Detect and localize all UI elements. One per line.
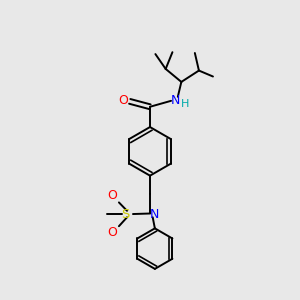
Text: S: S [121,208,129,221]
Text: O: O [107,189,117,202]
Text: N: N [171,94,180,106]
Text: O: O [107,226,117,239]
Text: H: H [181,98,189,109]
Text: O: O [118,94,128,106]
Text: N: N [150,208,159,221]
